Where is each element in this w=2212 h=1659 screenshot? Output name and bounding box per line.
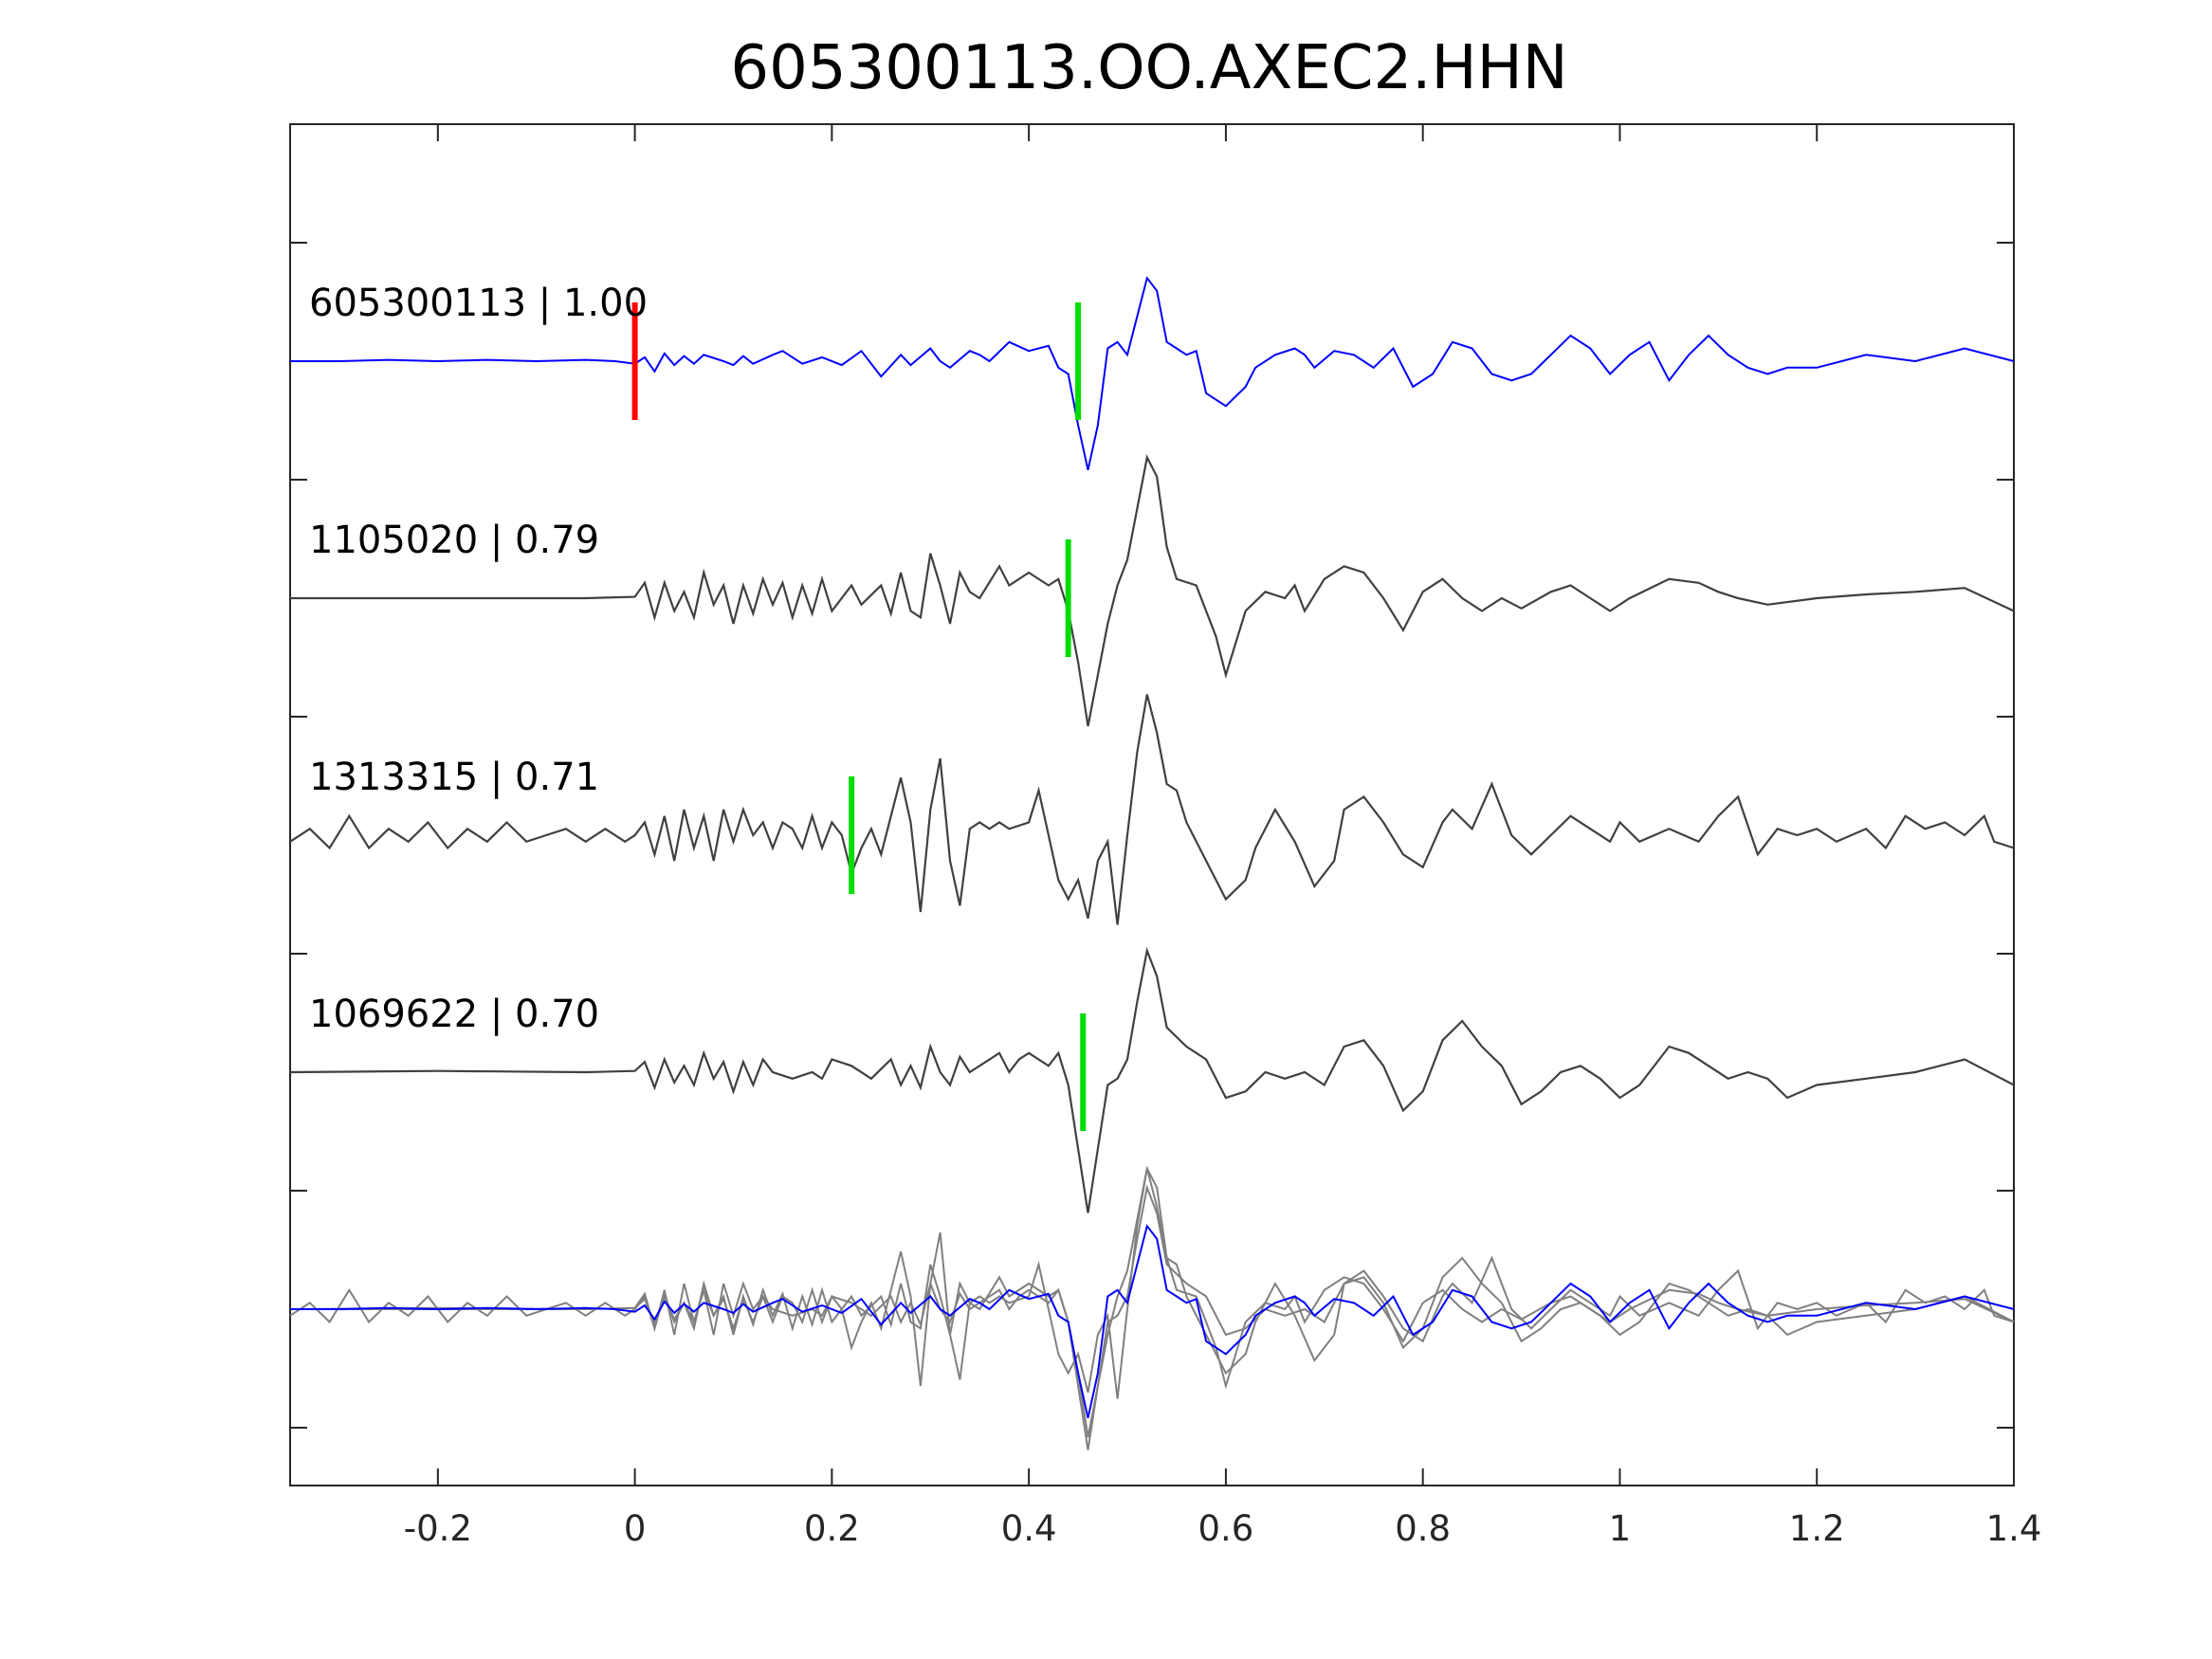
trace-label-605300113: 605300113 | 1.00 <box>309 282 648 325</box>
overlay-trace-605300113 <box>290 1224 2015 1419</box>
y-ticks <box>290 242 2014 1429</box>
trace-label-1313315: 1313315 | 0.71 <box>309 756 599 799</box>
trace-1105020 <box>290 454 2015 727</box>
x-tick-label: 0.6 <box>1197 1508 1253 1549</box>
trace-label-1069622: 1069622 | 0.70 <box>309 993 599 1036</box>
plot-area <box>289 123 2015 1486</box>
trace-1313315 <box>289 694 2015 925</box>
x-tick-label: 1.4 <box>1986 1508 2042 1549</box>
trace-1069622 <box>289 946 2015 1213</box>
x-tick-label: 1 <box>1609 1508 1632 1549</box>
x-tick-label: -0.2 <box>404 1508 472 1549</box>
overlay-row <box>289 1165 2015 1450</box>
x-tick-label: 0.2 <box>804 1508 860 1549</box>
trace-label-1105020: 1105020 | 0.79 <box>309 519 599 562</box>
picks <box>631 302 1087 1131</box>
x-ticks: -0.2 0 0.2 0.4 0.6 0.8 1 1.2 1.4 <box>404 124 2042 1549</box>
trace-605300113 <box>290 276 2015 471</box>
trace-labels: 605300113 | 1.00 1105020 | 0.79 1313315 | … <box>309 282 648 1036</box>
x-tick-label: 0 <box>624 1508 647 1549</box>
x-tick-label: 0.8 <box>1395 1508 1451 1549</box>
x-tick-label: 1.2 <box>1789 1508 1845 1549</box>
traces <box>289 276 2015 1213</box>
chart-title: 605300113.OO.AXEC2.HHN <box>730 33 1567 103</box>
x-tick-label: 0.4 <box>1001 1508 1057 1549</box>
